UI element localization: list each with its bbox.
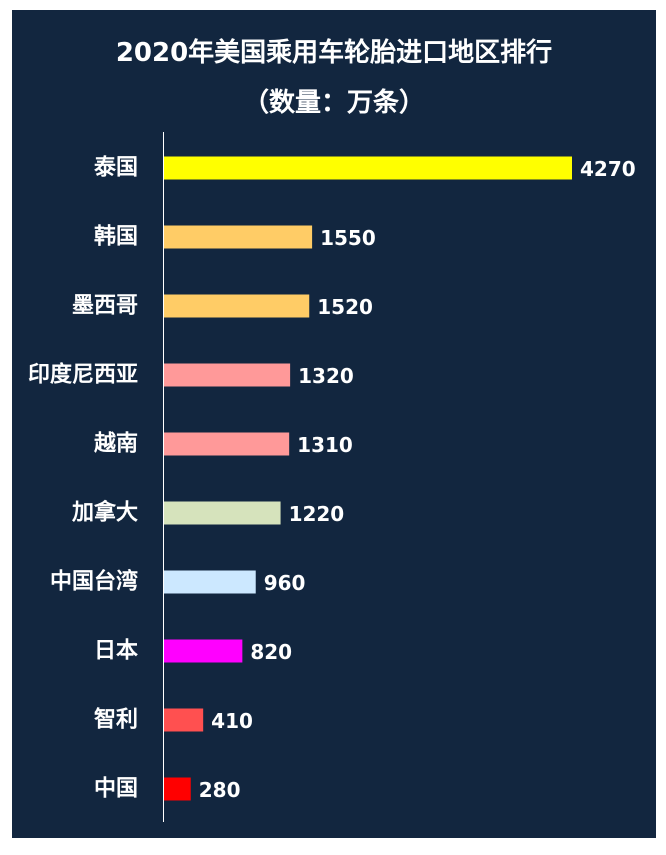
category-label: 印度尼西亚 [28,362,138,388]
bar [164,225,313,249]
bar [164,777,191,801]
bar [164,432,290,456]
data-label: 410 [211,709,253,733]
chart-frame: 2020年美国乘用车轮胎进口地区排行 （数量：万条） [12,10,656,838]
chart-title: 2020年美国乘用车轮胎进口地区排行 [115,38,553,68]
bar [164,363,291,387]
category-label: 加拿大 [71,500,138,526]
bar [164,156,572,180]
data-label: 280 [199,778,241,802]
bar [164,570,256,594]
data-label: 1550 [320,226,376,250]
data-label: 960 [264,571,306,595]
data-label: 1520 [317,295,373,319]
data-label: 1220 [289,502,345,526]
category-label: 越南 [93,432,138,457]
data-label: 1310 [297,433,353,457]
bar [164,501,281,525]
chart-subtitle: （数量：万条） [242,88,425,118]
category-label: 智利 [94,707,138,733]
category-label: 日本 [94,639,138,664]
category-label: 中国台湾 [50,569,138,595]
category-label: 中国 [94,777,138,802]
data-label: 820 [250,640,292,664]
data-label: 4270 [580,157,636,181]
category-label: 墨西哥 [72,294,138,319]
bars-group: 泰国 4270 韩国 1550 墨西哥 1520 印度尼西亚 1320 越南 1310 加拿大 122… [28,156,636,803]
bar [164,294,310,318]
category-label: 泰国 [93,156,138,181]
category-label: 韩国 [94,224,138,250]
data-label: 1320 [298,364,354,388]
bar [164,639,243,663]
bar [164,708,204,732]
